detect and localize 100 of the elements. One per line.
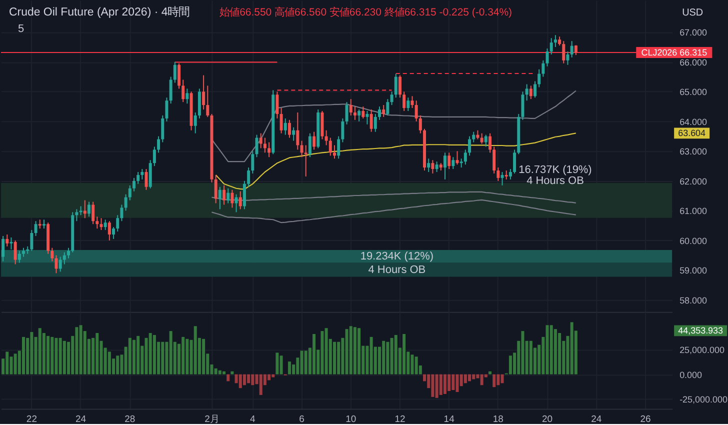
candlestick xyxy=(542,60,545,78)
bar xyxy=(410,354,414,374)
y-tick-label: 59.000 xyxy=(680,266,708,276)
candlestick xyxy=(268,142,271,158)
y-tick-label: 65.000 xyxy=(680,87,708,98)
candlestick xyxy=(374,113,377,132)
bar xyxy=(500,374,504,384)
line-series xyxy=(211,199,576,224)
y-axis-title: USD xyxy=(682,7,704,18)
bar xyxy=(79,325,82,374)
bar xyxy=(230,371,234,374)
candlestick xyxy=(370,109,373,132)
candlestick xyxy=(452,156,455,170)
candlestick xyxy=(165,97,168,122)
annotation: 4 Hours OB xyxy=(526,175,584,188)
candlestick xyxy=(58,256,62,272)
candlestick xyxy=(276,91,279,119)
bar xyxy=(439,374,442,395)
candlestick xyxy=(492,146,496,174)
x-tick-label: 26 xyxy=(640,414,651,425)
bar xyxy=(464,374,467,384)
bar xyxy=(251,374,254,386)
candlestick xyxy=(182,79,185,103)
bar xyxy=(358,328,361,374)
candlestick xyxy=(83,200,86,219)
candlestick xyxy=(349,98,352,116)
candlestick xyxy=(521,91,524,120)
candlestick xyxy=(480,132,484,144)
bar xyxy=(108,352,111,374)
candlestick xyxy=(226,188,230,204)
bar xyxy=(550,325,553,374)
candlestick xyxy=(34,220,38,236)
candlestick xyxy=(570,40,574,58)
bar xyxy=(394,334,398,374)
bar xyxy=(492,374,496,388)
candlestick xyxy=(562,40,566,64)
annotation: 5 xyxy=(18,23,24,36)
candlestick xyxy=(140,168,144,180)
bar xyxy=(370,336,373,374)
candlestick xyxy=(67,247,70,259)
bar xyxy=(349,326,352,374)
candlestick xyxy=(312,131,316,150)
bar xyxy=(161,342,164,374)
candlestick xyxy=(148,160,152,189)
bar xyxy=(247,374,250,384)
candlestick xyxy=(112,226,116,240)
candlestick xyxy=(402,91,406,112)
candlestick xyxy=(427,158,430,172)
annotation: 63.604 xyxy=(678,128,706,138)
candlestick xyxy=(247,167,250,188)
candlestick xyxy=(435,161,438,172)
candlestick xyxy=(410,96,414,109)
candlestick xyxy=(198,88,201,119)
bar xyxy=(128,338,132,374)
band-label: 4 Hours OB xyxy=(368,264,426,276)
candlestick xyxy=(353,106,356,120)
candlestick xyxy=(218,186,222,210)
bar xyxy=(312,334,316,374)
candlestick xyxy=(238,190,242,210)
line-series xyxy=(211,90,576,162)
bar xyxy=(472,374,476,380)
bar xyxy=(382,340,386,374)
candlestick xyxy=(418,114,422,134)
bar xyxy=(202,338,206,374)
bar xyxy=(75,327,78,374)
bar xyxy=(332,342,336,374)
candlestick xyxy=(263,137,266,154)
candlestick xyxy=(406,97,410,112)
x-tick-label: 2月 xyxy=(204,414,219,425)
candlestick xyxy=(328,137,332,156)
candlestick xyxy=(284,118,287,136)
y-tick-label: 61.000 xyxy=(680,206,708,216)
annotation: 16.737K (19%) xyxy=(518,164,592,176)
candlestick xyxy=(2,235,5,262)
candlestick xyxy=(255,134,258,158)
candlestick xyxy=(30,230,34,252)
y-tick-label: 58.000 xyxy=(680,295,708,306)
candlestick xyxy=(157,136,160,154)
bar xyxy=(6,352,9,374)
bar xyxy=(30,332,34,374)
candlestick xyxy=(488,132,492,154)
candlestick xyxy=(194,112,197,134)
bar xyxy=(218,370,222,374)
bar xyxy=(46,336,50,374)
x-tick-label: 24 xyxy=(76,414,86,425)
candlestick xyxy=(259,132,262,149)
bar xyxy=(443,374,446,394)
candlestick xyxy=(10,236,13,250)
candlestick xyxy=(529,85,532,100)
x-tick-label: 28 xyxy=(124,414,136,425)
candlestick xyxy=(87,201,90,218)
bar xyxy=(480,374,484,386)
bar xyxy=(96,333,99,374)
candlestick xyxy=(332,144,336,160)
bar xyxy=(116,356,120,374)
candlestick xyxy=(500,172,504,186)
candlestick xyxy=(386,98,390,116)
bar xyxy=(570,322,574,374)
candlestick xyxy=(574,44,578,56)
candlestick xyxy=(292,126,296,142)
